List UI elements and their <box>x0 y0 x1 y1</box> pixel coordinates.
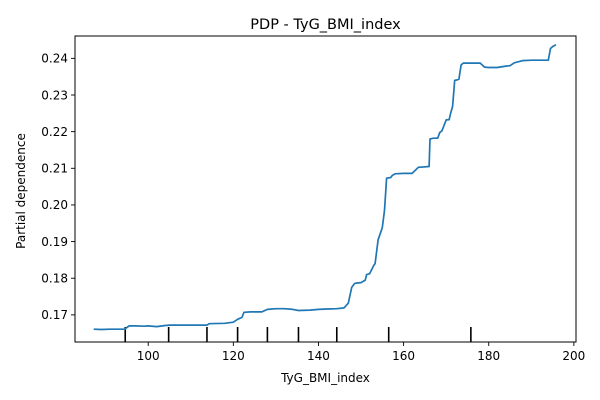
y-axis: 0.17 0.18 0.19 0.20 0.21 0.22 0.23 0.24 <box>41 52 75 322</box>
x-tick-label: 120 <box>222 349 245 363</box>
y-tick-label: 0.21 <box>41 162 68 176</box>
x-tick-label: 140 <box>307 349 330 363</box>
x-tick-label: 180 <box>477 349 500 363</box>
y-tick-label: 0.23 <box>41 88 68 102</box>
y-axis-title: Partial dependence <box>14 133 28 249</box>
x-axis: 100 120 140 160 180 200 <box>137 342 585 363</box>
x-axis-title: TyG_BMI_index <box>280 371 370 385</box>
y-tick-label: 0.20 <box>41 198 68 212</box>
y-tick-label: 0.19 <box>41 235 68 249</box>
decile-rug <box>124 327 472 342</box>
chart-title: PDP - TyG_BMI_index <box>250 17 401 33</box>
x-tick-label: 100 <box>137 349 160 363</box>
y-tick-label: 0.22 <box>41 125 68 139</box>
y-tick-label: 0.18 <box>41 272 68 286</box>
y-tick-label: 0.17 <box>41 308 68 322</box>
x-tick-label: 200 <box>562 349 585 363</box>
y-tick-label: 0.24 <box>41 52 68 66</box>
plot-frame <box>74 35 577 343</box>
x-tick-label: 160 <box>392 349 415 363</box>
partial-dependence-line <box>93 44 557 331</box>
